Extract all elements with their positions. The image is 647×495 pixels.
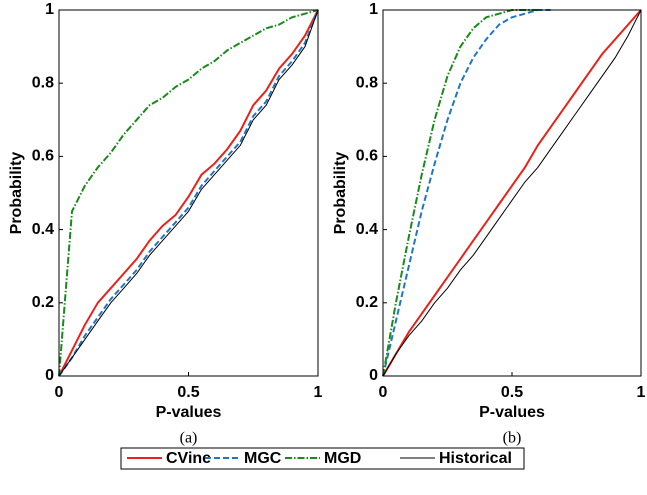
- y-tick-label: 0: [369, 367, 378, 384]
- x-tick-label: 0.5: [177, 384, 199, 401]
- y-axis-label: Probability: [332, 152, 349, 235]
- x-tick-label: 0.5: [501, 384, 523, 401]
- caption: (b): [503, 430, 522, 447]
- y-tick-label: 0.6: [356, 148, 378, 165]
- series-line: [58, 9, 319, 377]
- caption: (a): [180, 430, 198, 447]
- legend-label: Historical: [439, 450, 512, 467]
- x-tick-label: 1: [637, 384, 646, 401]
- series-line: [382, 9, 538, 377]
- series-line: [382, 9, 642, 377]
- x-tick-label: 0: [55, 384, 64, 401]
- series-line: [58, 9, 319, 377]
- legend-box: [120, 447, 525, 470]
- y-tick-label: 0.2: [356, 294, 378, 311]
- series-line: [58, 9, 319, 377]
- y-tick-label: 0.4: [356, 221, 378, 238]
- y-tick-label: 0.6: [32, 148, 54, 165]
- series-line: [58, 9, 319, 377]
- y-axis-label: Probability: [8, 152, 25, 235]
- series-line: [382, 9, 642, 377]
- x-tick-label: 0: [379, 384, 388, 401]
- y-tick-label: 1: [369, 1, 378, 18]
- y-tick-label: 1: [45, 1, 54, 18]
- y-tick-label: 0: [45, 367, 54, 384]
- y-tick-label: 0.8: [356, 74, 378, 91]
- y-tick-label: 0.4: [32, 221, 54, 238]
- y-tick-label: 0.8: [32, 74, 54, 91]
- x-axis-label: P-values: [479, 404, 545, 421]
- x-axis-label: P-values: [156, 404, 222, 421]
- series-line: [382, 9, 551, 377]
- legend-label: MGD: [324, 450, 361, 467]
- legend-label: MGC: [244, 450, 282, 467]
- x-tick-label: 1: [314, 384, 323, 401]
- legend-label: CVine: [166, 450, 211, 467]
- y-tick-label: 0.2: [32, 294, 54, 311]
